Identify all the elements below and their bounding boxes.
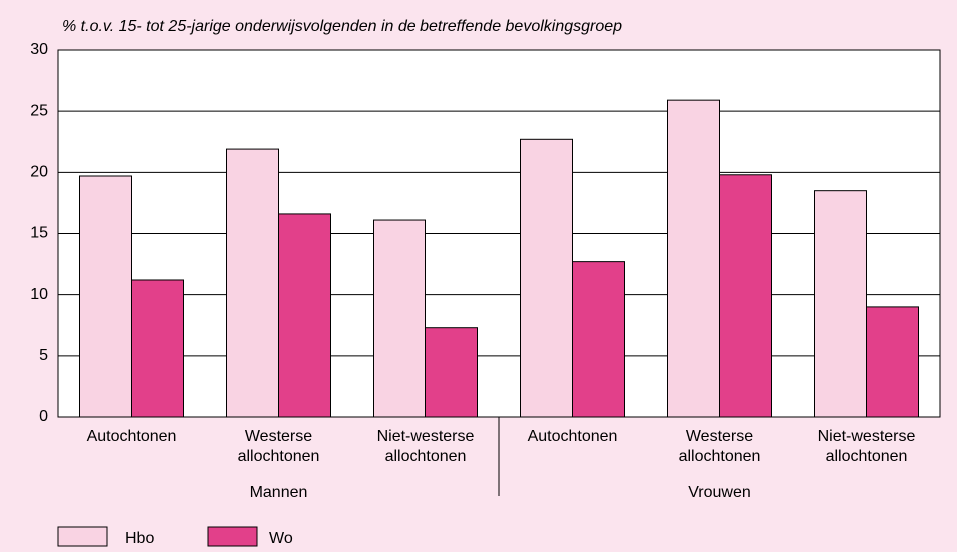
legend-swatch [57,526,108,547]
chart-subtitle: % t.o.v. 15- tot 25-jarige onderwijsvolg… [62,18,622,35]
y-tick-label: 25 [30,102,48,119]
y-tick-label: 15 [30,225,48,242]
bar [373,219,426,418]
x-tick-line: Autochtonen [528,428,618,445]
x-tick-label: Niet-westerse allochtonen [377,428,475,465]
bar [425,327,478,418]
x-tick-line: allochtonen [238,448,320,465]
x-tick-label: Autochtonen [528,428,618,445]
bar [667,99,720,418]
y-tick-label: 5 [39,347,48,364]
y-tick-label: 10 [30,286,48,303]
group-label: Vrouwen [688,484,751,501]
x-tick-label: Westerse allochtonen [679,428,761,465]
x-tick-label: Niet-westerse allochtonen [818,428,916,465]
bar [278,213,331,418]
x-tick-label: Autochtonen [87,428,177,445]
x-tick-line: Autochtonen [87,428,177,445]
legend-label: Hbo [125,530,154,547]
bar [520,138,573,418]
y-tick-label: 30 [30,41,48,58]
x-tick-label: Westerse allochtonen [238,428,320,465]
legend-label: Wo [269,530,293,547]
bar [866,306,919,418]
x-tick-line: allochtonen [679,448,761,465]
bar [226,148,279,418]
x-tick-line: Niet-westerse [818,428,916,445]
x-tick-line: allochtonen [826,448,908,465]
legend-swatch [207,526,258,547]
x-tick-line: Westerse [686,428,753,445]
y-tick-label: 0 [39,408,48,425]
group-label: Mannen [250,484,308,501]
x-tick-line: Westerse [245,428,312,445]
bar [572,261,625,418]
bar [814,190,867,418]
bar [719,174,772,418]
bar [131,279,184,418]
y-tick-label: 20 [30,164,48,181]
bar [79,175,132,418]
x-tick-line: allochtonen [385,448,467,465]
x-tick-line: Niet-westerse [377,428,475,445]
